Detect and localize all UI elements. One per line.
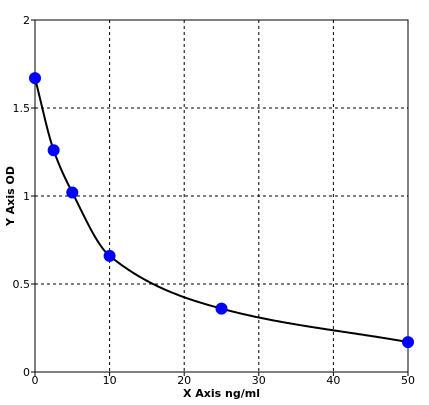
y-tick-label: 0.5 <box>13 278 31 291</box>
data-point <box>402 336 414 349</box>
x-tick-label: 20 <box>177 374 191 387</box>
x-tick-label: 50 <box>401 374 415 387</box>
y-tick-label: 1.5 <box>13 102 31 115</box>
data-point <box>103 249 116 262</box>
data-point <box>47 144 60 157</box>
x-tick-label: 40 <box>326 374 340 387</box>
y-tick-label: 2 <box>23 14 30 27</box>
x-tick-label: 0 <box>32 374 39 387</box>
x-tick-label: 10 <box>103 374 117 387</box>
grid-layer <box>35 20 408 372</box>
fit-curve <box>34 77 409 344</box>
x-tick-label: 30 <box>252 374 266 387</box>
points-layer <box>29 72 414 349</box>
data-point <box>29 72 41 85</box>
ticks-layer: 0 10 20 30 40 50 0 0.5 1 1.5 2 <box>13 14 416 387</box>
data-point <box>215 302 228 315</box>
y-tick-label: 1 <box>23 190 30 203</box>
y-axis-label: Y Axis OD <box>4 166 17 227</box>
y-tick-label: 0 <box>23 366 30 379</box>
x-axis-label: X Axis ng/ml <box>183 387 260 400</box>
fit-layer <box>34 77 409 344</box>
data-point <box>66 186 79 199</box>
